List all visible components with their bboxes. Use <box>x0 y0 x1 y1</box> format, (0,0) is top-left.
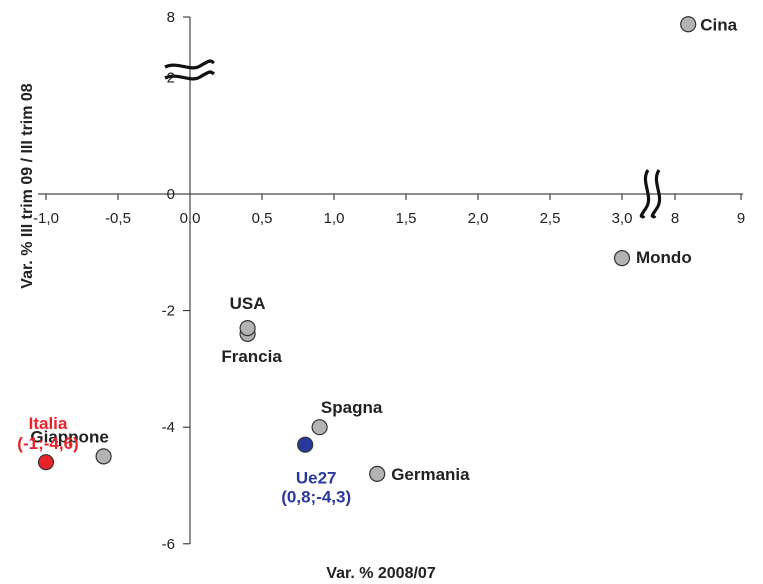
y-axis-title: Var. % III trim 09 / III trim 08 <box>19 83 36 289</box>
y-tick-label: 0 <box>167 186 175 203</box>
x-axis-title: Var. % 2008/07 <box>326 565 436 582</box>
point-usa <box>239 319 256 337</box>
y-tick-label: 8 <box>167 9 175 26</box>
label-cina: Cina <box>700 15 737 34</box>
x-tick-label: 0,0 <box>180 210 201 227</box>
point-italia <box>37 454 55 471</box>
point-germania <box>369 465 386 482</box>
label-germania: Germania <box>391 465 470 484</box>
y-tick-label: 2 <box>167 69 175 86</box>
point-ue27 <box>297 436 314 453</box>
x-tick-label: 0,5 <box>252 210 273 227</box>
axes <box>38 16 743 545</box>
x-tick-label: 1,5 <box>396 210 417 227</box>
tick-labels: -1,0 -0,5 0,0 0,5 1,0 1,5 2,0 2,5 3,0 8 9 8 2 0 -2 -4 -6 <box>33 9 745 553</box>
sublabel-ue27: (0,8;-4,3) <box>281 488 351 507</box>
sublabel-italia: (-1;-4,6) <box>17 434 78 453</box>
y-tick-label: -4 <box>162 419 175 436</box>
label-usa: USA <box>230 294 266 313</box>
point-spagna <box>311 419 328 436</box>
y-axis-break <box>164 59 215 81</box>
label-ue27: Ue27 <box>296 469 337 488</box>
x-tick-label: 1,0 <box>324 210 345 227</box>
label-mondo: Mondo <box>636 248 692 267</box>
x-tick-label: -1,0 <box>33 210 59 227</box>
label-spagna: Spagna <box>321 398 383 417</box>
x-tick-label: 2,5 <box>540 210 561 227</box>
label-italia: Italia <box>29 414 68 433</box>
data-points: Cina Mondo Francia USA Spagna Germania Giappon… <box>17 15 737 506</box>
point-cina <box>680 16 697 33</box>
x-tick-label: 2,0 <box>468 210 489 227</box>
x-tick-label: 9 <box>737 210 745 227</box>
label-giappone: Giappone <box>30 427 108 446</box>
x-tick-label: 3,0 <box>612 210 633 227</box>
x-tick-label: -0,5 <box>105 210 131 227</box>
x-tick-label: 8 <box>671 210 679 227</box>
point-giappone <box>95 448 112 465</box>
y-tick-label: -6 <box>162 536 175 553</box>
point-mondo <box>613 250 631 267</box>
x-axis-break <box>639 169 662 219</box>
label-francia: Francia <box>221 347 282 366</box>
y-tick-label: -2 <box>162 303 175 320</box>
